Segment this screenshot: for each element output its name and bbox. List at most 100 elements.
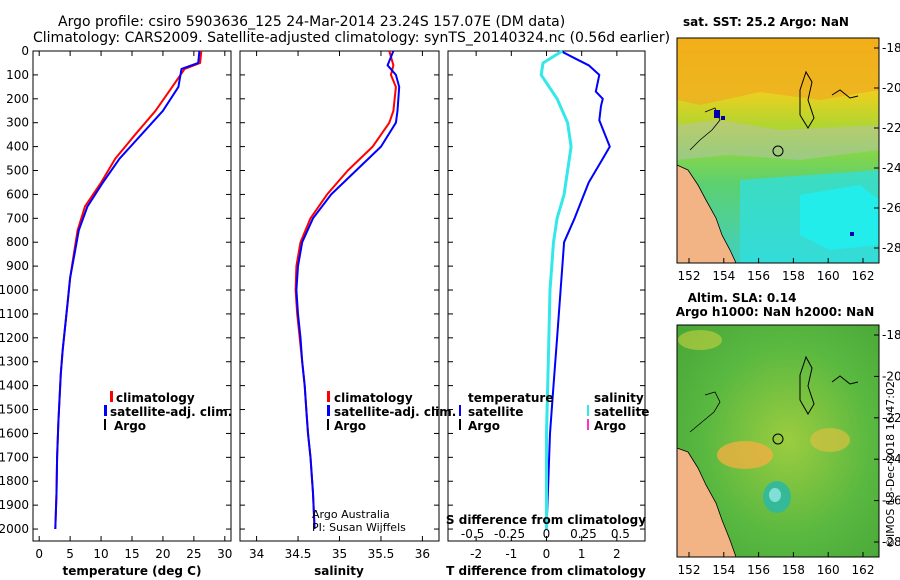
x-tick-label: 34.5	[285, 547, 312, 561]
coast-contour	[689, 391, 721, 433]
lon-tick-label: 156	[747, 563, 770, 577]
depth-tick-label: 800	[6, 235, 29, 249]
salinity-legend: climatology satellite-adj. clim. Argo	[327, 391, 456, 433]
series-line-salinity-satellite	[539, 49, 573, 529]
x-tick-label: 35.5	[368, 547, 395, 561]
sst-cloud-mask	[677, 120, 879, 160]
lon-tick-label: 158	[782, 269, 805, 283]
legend-swatch-s-satellite	[587, 405, 589, 416]
depth-tick-label: 1700	[0, 450, 29, 464]
x-tick-label: 0	[543, 547, 551, 561]
depth-tick-label: 2000	[0, 522, 29, 536]
x-tick-label: 20	[155, 547, 170, 561]
reef-outline	[799, 355, 815, 415]
difference-top-axis-label: S difference from climatology	[446, 513, 646, 527]
lat-tick-label: -24	[882, 452, 900, 466]
lat-tick-label: -22	[882, 411, 900, 425]
legend-swatch-s-argo	[587, 419, 589, 430]
depth-tick-label: 1900	[0, 498, 29, 512]
lon-tick-label: 152	[678, 269, 701, 283]
series-line-satellite-adj-clim-	[295, 50, 401, 530]
sla-map	[676, 324, 880, 558]
lon-tick-label: 154	[712, 563, 735, 577]
sla-lat-labels: -18 -20 -22 -24 -26 -28	[874, 328, 900, 549]
legend-head-salinity: salinity	[594, 391, 644, 405]
figure-title-line1: Argo profile: csiro 5903636_125 24-Mar-2…	[58, 14, 565, 30]
salinity-axes	[239, 50, 440, 542]
legend-label-argo: Argo	[334, 419, 366, 433]
x-top-tick-label: 0	[543, 527, 551, 541]
series-line-satellite-adj-clim-	[54, 50, 201, 530]
sla-high	[678, 330, 722, 350]
reef-outline	[831, 89, 859, 99]
x-tick-label: 36	[415, 547, 430, 561]
sla-map-frame	[676, 324, 880, 558]
lon-tick-label: 158	[782, 563, 805, 577]
sla-map-title-line2: Argo h1000: NaN h2000: NaN	[676, 305, 875, 319]
x-tick-label: -2	[470, 547, 482, 561]
legend-label-t-argo: Argo	[468, 419, 500, 433]
x-tick-label: -1	[505, 547, 517, 561]
reef-outline	[799, 70, 815, 129]
reef-outline	[831, 375, 859, 385]
x-top-tick-label: 0.5	[611, 527, 630, 541]
x-tick-group: 0 5 10 15 20 25 30 34 34.5 35 35.5 36 -2 -1 0 1 2 -0.5 -0.…	[35, 51, 630, 561]
legend-swatch-climatology	[110, 391, 113, 402]
timestamp-footer: ©IMOS 13-Dec-2018 16:47:02	[884, 381, 897, 548]
sst-pixel	[714, 110, 720, 118]
x-tick-label: 35	[332, 547, 347, 561]
x-tick-label: 2	[613, 547, 621, 561]
depth-tick-label: 1000	[0, 283, 29, 297]
depth-tick-label: 1600	[0, 426, 29, 440]
lon-tick-label: 160	[817, 563, 840, 577]
lat-tick-label: -28	[882, 535, 900, 549]
legend-swatch-t-satellite	[459, 405, 461, 416]
depth-tick-label: 500	[6, 164, 29, 178]
depth-tick-label: 1300	[0, 355, 29, 369]
sla-high	[810, 428, 850, 452]
lat-tick-label: -20	[882, 81, 900, 95]
sla-lon-labels: 152 154 156 158 160 162	[678, 552, 874, 577]
sst-cool-patch	[800, 185, 879, 250]
legend-label-climatology: climatology	[116, 391, 195, 405]
lat-tick-label: -28	[882, 241, 900, 255]
legend-label-argo: Argo	[114, 419, 146, 433]
x-tick-label: 15	[124, 547, 139, 561]
legend-swatch-satellite	[104, 405, 107, 416]
depth-tick-label: 400	[6, 140, 29, 154]
temperature-axis-label: temperature (deg C)	[63, 564, 202, 578]
lat-tick-label: -22	[882, 121, 900, 135]
sla-high	[717, 441, 773, 469]
lon-tick-label: 152	[678, 563, 701, 577]
legend-label-t-satellite: satellite	[468, 405, 523, 419]
credit-line2: PI: Susan Wijffels	[312, 521, 406, 534]
lat-tick-label: -20	[882, 369, 900, 383]
legend-swatch-t-argo	[459, 419, 461, 430]
depth-tick-label: 1800	[0, 474, 29, 488]
lat-tick-label: -26	[882, 201, 900, 215]
legend-head-temperature: temperature	[468, 391, 553, 405]
sst-lon-labels: 152 154 156 158 160 162	[678, 258, 874, 283]
lat-tick-label: -18	[882, 328, 900, 342]
sst-pixel	[850, 232, 854, 236]
depth-tick-label: 100	[6, 68, 29, 82]
depth-tick-labels: 0 100 200 300 400 500 600 700 800 900 1000 1100 1200…	[0, 44, 29, 536]
temperature-legend: climatology satellite-adj. clim. Argo	[104, 391, 232, 433]
lon-tick-label: 156	[747, 269, 770, 283]
depth-tick-label: 1400	[0, 379, 29, 393]
x-top-tick-label: -0.25	[494, 527, 525, 541]
x-tick-label: 10	[93, 547, 108, 561]
argo-location-marker	[772, 145, 784, 157]
argo-location-marker	[772, 433, 784, 445]
x-tick-label: 1	[578, 547, 586, 561]
sst-warm-patch	[677, 38, 879, 105]
x-top-tick-label: 0.25	[570, 527, 597, 541]
depth-tick-label: 900	[6, 259, 29, 273]
legend-label-s-argo: Argo	[594, 419, 626, 433]
legend-label-satellite: satellite-adj. clim.	[110, 405, 232, 419]
depth-tick-label: 0	[21, 44, 29, 58]
x-tick-label: 34	[249, 547, 264, 561]
legend-label-satellite: satellite-adj. clim.	[334, 405, 456, 419]
difference-legend-salinity: salinity satellite Argo	[587, 391, 649, 433]
